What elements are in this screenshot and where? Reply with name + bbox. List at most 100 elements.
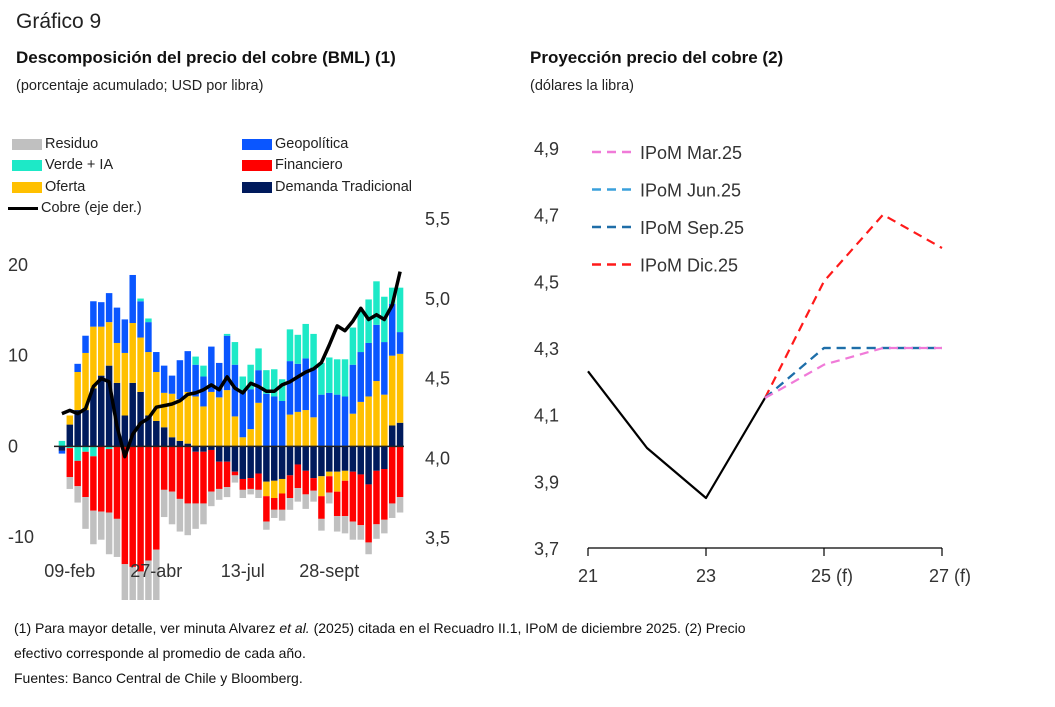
bar-financiero (176, 446, 184, 499)
bar-residuo (381, 519, 388, 534)
bar-demanda-tradicional (302, 446, 309, 471)
legend-label-verde-ia: Verde + IA (45, 157, 114, 173)
bar-geopolitica (160, 365, 168, 393)
bar-verde-ia (341, 359, 349, 397)
bar-demanda-tradicional (66, 424, 74, 447)
x-tick-label: 13-jul (221, 561, 265, 581)
bar-financiero (129, 446, 136, 567)
bar-oferta (145, 352, 152, 416)
bar-demanda-tradicional (263, 446, 270, 482)
bar-verde-ia (263, 370, 270, 394)
bar-verde-ia (247, 364, 254, 390)
bar-residuo (82, 497, 89, 529)
bar-financiero (239, 478, 247, 490)
bar-verde-ia (396, 287, 404, 333)
right-chart-plot: 4,9 4,7 4,5 4,3 4,1 3,9 3,7 21 23 25 (f) 27 (f) IPo… (534, 139, 971, 586)
right-y-tick-label: 5,0 (425, 289, 450, 309)
bar-financiero (66, 448, 74, 478)
x-tick-label: 25 (f) (811, 566, 853, 586)
left-y-tick-label: 0 (8, 436, 18, 456)
right-y-tick-label: 3,5 (425, 528, 450, 548)
legend-swatch-demanda-tradicional (242, 181, 272, 193)
bar-geopolitica (137, 301, 144, 338)
bar-oferta (373, 381, 380, 447)
bar-residuo (302, 494, 309, 509)
bar-residuo (90, 510, 97, 545)
legend-label-residuo: Residuo (45, 136, 99, 152)
bar-oferta (74, 371, 81, 411)
bar-oferta (160, 392, 168, 428)
bar-oferta (153, 371, 160, 421)
bar-demanda-tradicional (271, 446, 278, 481)
bar-demanda-tradicional (168, 437, 176, 447)
legend-swatch-verde-ia (12, 159, 42, 171)
bar-financiero (113, 446, 121, 519)
bar-residuo (239, 489, 247, 499)
bar-financiero (137, 446, 144, 572)
bar-geopolitica (184, 351, 191, 392)
left-chart-title: Descomposición del precio del cobre (BML… (16, 48, 396, 67)
bar-oferta (278, 478, 286, 494)
bar-residuo (160, 489, 168, 518)
bar-demanda-tradicional (278, 446, 286, 479)
bar-geopolitica (326, 392, 333, 447)
bar-oferta (302, 410, 309, 447)
bar-oferta (349, 413, 357, 447)
bar-oferta (357, 401, 364, 447)
bar-residuo (310, 490, 317, 502)
left-y-tick-label: -10 (8, 527, 34, 547)
legend-item-cobre: Cobre (eje der.) (8, 200, 142, 216)
bar-residuo (176, 498, 184, 532)
right-y-tick-label: 4,5 (425, 369, 450, 389)
bar-oferta (231, 416, 239, 447)
bar-demanda-tradicional (208, 446, 215, 450)
bar-verde-ia (318, 362, 325, 395)
bar-demanda-tradicional (239, 446, 247, 479)
bar-oferta (294, 411, 302, 447)
bar-verde-ia (357, 310, 364, 353)
bar-oferta (176, 399, 184, 441)
bar-verde-ia (192, 356, 199, 365)
footnote-1a: (1) Para mayor detalle, ver minuta Alvar… (14, 620, 280, 636)
bar-geopolitica (247, 389, 254, 430)
x-tick-label: 21 (578, 566, 598, 586)
bar-demanda-tradicional (105, 365, 113, 447)
bar-residuo (318, 518, 325, 531)
legend-label-geopolitica: Geopolítica (275, 136, 349, 152)
bar-demanda-tradicional (357, 446, 364, 475)
bar-geopolitica (396, 332, 404, 354)
bar-geopolitica (373, 324, 380, 382)
footnote-1b: (2025) citada en el Recuadro II.1, IPoM … (309, 620, 746, 636)
bar-verde-ia (349, 327, 357, 365)
bar-residuo (255, 489, 262, 499)
bar-geopolitica (153, 352, 160, 372)
bar-geopolitica (271, 396, 278, 447)
bar-geopolitica (121, 319, 129, 353)
bar-verde-ia (271, 369, 278, 397)
bar-financiero (121, 446, 129, 565)
bar-demanda-tradicional (137, 391, 144, 447)
bar-demanda-tradicional (90, 388, 97, 447)
left-chart-plot: 20 10 0 -10 5,5 5,0 4,5 4,0 3,5 09-feb 27-abr 13-ju… (8, 209, 450, 600)
x-tick-label: 09-feb (44, 561, 95, 581)
bar-demanda-tradicional (121, 415, 129, 447)
bar-financiero (302, 470, 309, 495)
bar-financiero (263, 496, 270, 522)
bar-financiero (168, 446, 176, 492)
bar-verde-ia (137, 298, 144, 302)
bar-financiero (145, 446, 152, 561)
bar-financiero (153, 446, 160, 550)
bar-residuo (98, 511, 105, 540)
bar-verde-ia (200, 365, 207, 377)
x-tick-label: 28-sept (299, 561, 359, 581)
bar-residuo (105, 512, 113, 555)
bar-geopolitica (310, 367, 317, 418)
bar-oferta (286, 414, 294, 447)
bar-demanda-tradicional (98, 375, 105, 447)
bar-residuo (153, 549, 160, 600)
x-tick-label: 27-abr (130, 561, 182, 581)
bar-financiero (192, 451, 199, 504)
bar-residuo (396, 497, 404, 513)
bar-financiero (98, 446, 105, 512)
bar-financiero (231, 471, 239, 476)
